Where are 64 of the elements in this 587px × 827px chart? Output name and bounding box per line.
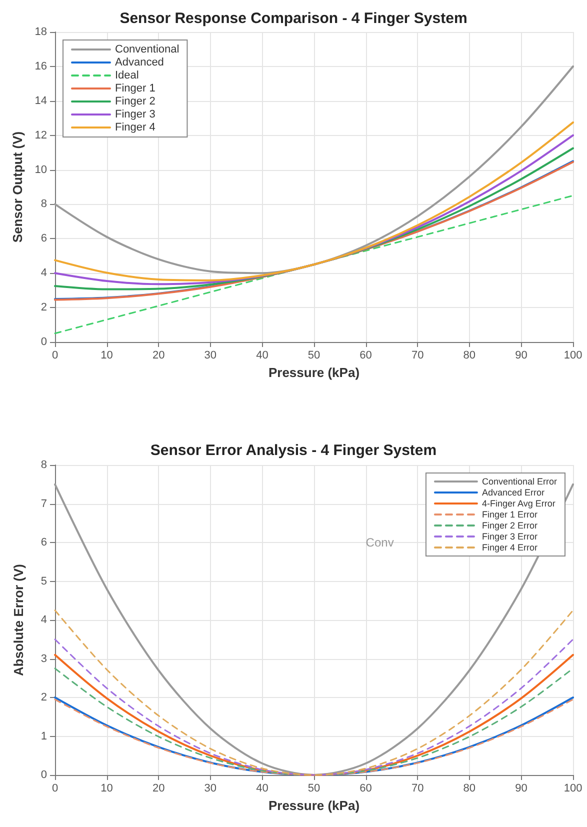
y-tick-label: 10 [34,164,47,176]
x-tick-label: 20 [152,782,165,794]
x-tick-label: 90 [515,350,528,362]
legend-label: Finger 1 Error [482,510,538,520]
y-tick-label: 7 [40,498,47,510]
x-tick-label: 50 [308,782,320,794]
y-tick-label: 6 [40,232,47,245]
x-tick-label: 10 [100,782,113,794]
x-tick-label: 60 [360,350,372,362]
x-tick-label: 80 [463,782,476,794]
chart-title: Sensor Error Analysis - 4 Finger System [150,442,437,459]
legend-label: Finger 1 [115,82,156,94]
y-tick-label: 4 [40,267,47,280]
x-tick-label: 0 [52,782,58,794]
legend-label: Finger 2 [115,96,156,108]
x-tick-label: 20 [152,350,165,362]
legend-label: Finger 4 [115,122,156,134]
legend-label: Advanced [115,56,164,68]
legend-label: 4-Finger Avg Error [482,498,556,508]
x-tick-label: 30 [204,350,217,362]
y-tick-label: 3 [40,652,47,665]
y-tick-label: 14 [34,94,47,107]
x-tick-label: 70 [411,350,424,362]
y-tick-label: 4 [40,614,47,626]
legend-label: Conventional Error [482,476,558,486]
x-tick-label: 40 [256,350,268,362]
x-tick-label: 100 [564,782,582,794]
line-series [54,194,574,334]
x-tick-label: 30 [204,782,217,794]
y-tick-label: 2 [40,302,47,314]
x-tick-label: 90 [515,782,528,794]
y-tick-label: 18 [34,26,47,38]
legend-label: Conventional [115,44,180,56]
x-axis-title: Pressure (kPa) [268,365,360,380]
x-tick-label: 80 [463,350,476,362]
x-axis-title: Pressure (kPa) [268,798,360,813]
annotation: Conv [366,536,394,550]
y-tick-label: 1 [40,730,47,742]
legend-label: Finger 3 Error [482,532,538,542]
y-tick-label: 12 [34,129,47,142]
legend-label: Finger 4 Error [482,542,538,552]
y-tick-label: 8 [40,459,47,471]
chart-title: Sensor Response Comparison - 4 Finger System [120,10,468,27]
y-tick-label: 5 [40,575,47,588]
x-tick-label: 60 [360,782,372,794]
y-tick-label: 8 [40,198,47,210]
y-tick-label: 0 [40,769,47,781]
y-tick-label: 2 [40,692,47,704]
legend-label: Ideal [115,70,139,82]
x-tick-label: 10 [100,350,113,362]
y-axis-title: Absolute Error (V) [11,564,26,676]
legend-label: Finger 3 [115,108,156,120]
x-tick-label: 70 [411,782,424,794]
x-tick-label: 50 [308,350,320,362]
legend-label: Advanced Error [482,488,544,498]
line-series [54,65,574,274]
y-tick-label: 16 [34,60,47,72]
x-tick-label: 0 [52,350,58,362]
legend-label: Finger 2 Error [482,520,538,530]
y-tick-label: 6 [40,536,47,548]
y-axis-title: Sensor Output (V) [10,131,25,243]
y-tick-label: 0 [40,336,47,348]
x-tick-label: 100 [564,350,582,362]
x-tick-label: 40 [256,782,268,794]
